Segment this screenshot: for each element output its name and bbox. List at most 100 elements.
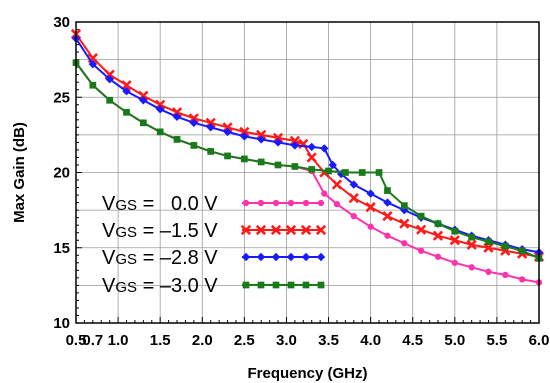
y-tick-label: 25 <box>53 89 70 106</box>
data-point <box>241 252 251 262</box>
data-point <box>350 212 357 220</box>
x-tick-label: 4.0 <box>360 332 381 349</box>
data-point <box>383 198 392 207</box>
data-point <box>485 268 492 275</box>
legend-entry: VGS = –1.5 V <box>102 220 327 242</box>
data-point <box>172 112 182 122</box>
data-point <box>384 232 391 239</box>
data-point <box>255 224 267 236</box>
data-point <box>331 179 343 190</box>
x-tick-label: 2.0 <box>192 332 213 349</box>
legend-label: VGS = –2.8 V <box>102 247 218 269</box>
data-point <box>317 199 325 207</box>
x-tick-label: 0.7 <box>82 332 103 349</box>
data-point <box>384 187 391 194</box>
data-point <box>302 199 310 207</box>
legend-entry: VGS = –2.8 V <box>102 247 326 269</box>
data-point <box>317 281 325 289</box>
x-tick-label: 3.0 <box>276 332 297 349</box>
data-point <box>451 227 459 235</box>
data-point <box>358 169 366 176</box>
data-point <box>270 224 282 236</box>
data-point <box>139 96 148 105</box>
data-point <box>349 180 358 189</box>
data-point <box>224 152 231 160</box>
data-point <box>88 59 98 69</box>
legend-entry: VGS = 0.0 V <box>102 193 325 215</box>
data-point <box>468 233 476 241</box>
data-point <box>518 247 526 255</box>
data-point <box>285 224 297 236</box>
legend-label: VGS = –1.5 V <box>102 220 218 242</box>
data-point <box>290 141 300 150</box>
data-point <box>272 132 284 144</box>
data-point <box>365 201 376 213</box>
data-point <box>382 211 393 222</box>
data-point <box>333 200 341 208</box>
x-tick-label: 5.5 <box>486 332 507 349</box>
data-point <box>367 223 374 230</box>
data-point <box>449 235 460 246</box>
data-point <box>366 189 375 198</box>
data-point <box>273 138 283 147</box>
series-4 <box>72 59 543 262</box>
data-point <box>301 252 311 262</box>
y-axis-title: Max Gain (dB) <box>11 122 28 223</box>
data-point <box>342 169 349 176</box>
plot-frame <box>75 21 540 324</box>
data-point <box>348 192 359 204</box>
data-point <box>242 281 250 289</box>
data-point <box>417 212 425 220</box>
data-point <box>325 167 332 175</box>
x-tick-label: 0.5 <box>66 332 87 349</box>
data-point <box>466 239 477 250</box>
data-point <box>399 218 410 229</box>
data-point <box>302 281 310 289</box>
data-point <box>106 96 114 104</box>
data-point <box>257 199 265 207</box>
data-point <box>291 163 299 170</box>
data-point <box>501 242 509 250</box>
data-point <box>240 224 252 236</box>
y-tick-label: 10 <box>53 315 70 332</box>
y-tick-labels: 10 15 20 25 30 <box>53 14 70 332</box>
data-point <box>242 199 250 207</box>
data-point <box>287 281 295 289</box>
data-point <box>434 220 442 228</box>
data-point <box>485 238 492 246</box>
data-point <box>316 252 326 262</box>
data-point <box>256 129 267 140</box>
data-point <box>105 74 114 84</box>
legend-label: VGS = –3.0 V <box>102 275 218 297</box>
data-point <box>257 281 265 289</box>
legend-label: VGS = 0.0 V <box>102 193 218 215</box>
x-tick-label: 1.5 <box>150 332 171 349</box>
x-tick-label: 2.5 <box>234 332 255 349</box>
data-point <box>434 253 442 260</box>
x-tick-labels: 0.50.7 1.0 1.5 2.0 2.5 3.0 3.5 4.0 4.5 5.0 5.5 6.0 <box>66 332 550 349</box>
x-tick-label: 4.5 <box>402 332 423 349</box>
y-tick-label: 15 <box>53 240 70 257</box>
data-point <box>315 224 327 236</box>
data-point <box>89 81 97 89</box>
data-point <box>400 202 408 209</box>
data-point <box>274 161 282 169</box>
data-point <box>256 252 266 262</box>
data-point <box>173 136 181 143</box>
data-point <box>223 127 232 137</box>
data-point <box>271 252 281 262</box>
series-layer <box>70 28 545 286</box>
x-tick-label: 1.0 <box>108 332 129 349</box>
y-tick-label: 30 <box>53 14 70 31</box>
legend-entry: VGS = –3.0 V <box>102 275 325 297</box>
data-point <box>123 108 130 116</box>
data-point <box>432 230 444 241</box>
data-point <box>328 160 337 170</box>
data-point <box>272 281 280 289</box>
data-point <box>155 105 165 114</box>
data-point <box>240 132 249 141</box>
data-point <box>417 247 425 254</box>
data-point <box>207 148 215 155</box>
data-point <box>416 224 427 235</box>
